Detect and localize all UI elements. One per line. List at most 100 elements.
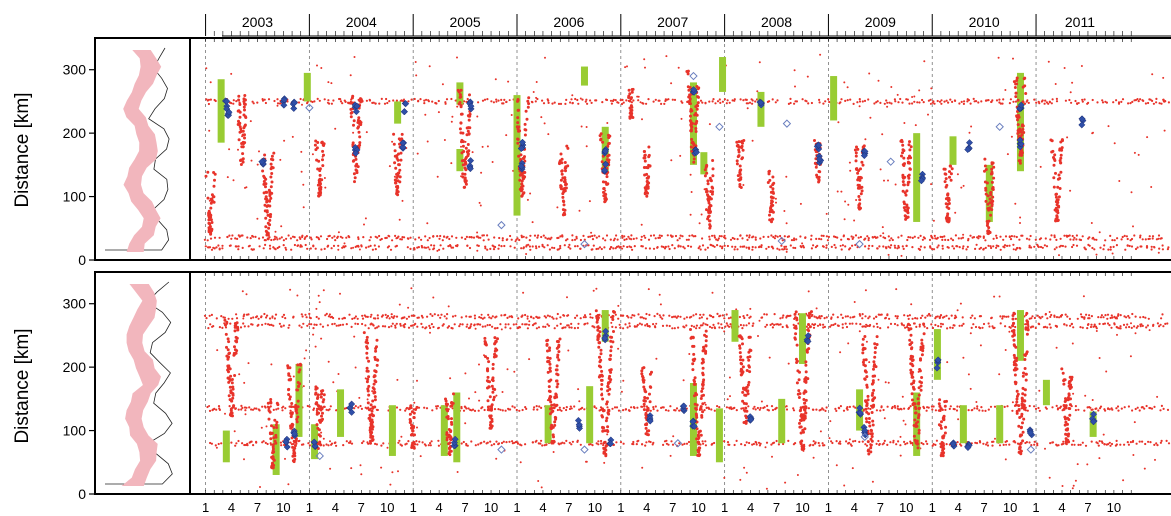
tremor-dot bbox=[1151, 408, 1153, 410]
tremor-dot bbox=[967, 238, 969, 240]
tremor-dot bbox=[548, 325, 550, 327]
year-label: 2011 bbox=[1065, 14, 1095, 30]
tremor-dot bbox=[933, 248, 935, 250]
tremor-dot bbox=[1153, 246, 1155, 248]
tremor-dot bbox=[367, 316, 369, 318]
tremor-dot bbox=[567, 314, 569, 316]
tremor-dot bbox=[890, 237, 892, 239]
tremor-dot bbox=[948, 219, 951, 222]
tremor-dot bbox=[844, 100, 846, 102]
tremor-dot bbox=[606, 158, 609, 161]
tremor-dot bbox=[845, 440, 847, 442]
tremor-dot bbox=[417, 100, 419, 102]
tremor-dot bbox=[846, 326, 848, 328]
tremor-dot bbox=[502, 409, 504, 411]
tremor-dot bbox=[601, 248, 603, 250]
tremor-dot bbox=[1060, 406, 1062, 408]
tremor-dot bbox=[239, 111, 242, 114]
tremor-dot bbox=[716, 405, 718, 407]
tremor-dot bbox=[466, 326, 468, 328]
tremor-dot bbox=[324, 177, 326, 179]
tremor-dot bbox=[969, 132, 971, 134]
tremor-dot bbox=[890, 244, 892, 246]
tremor-dot bbox=[701, 316, 703, 318]
tremor-dot bbox=[391, 239, 393, 241]
tremor-dot bbox=[840, 98, 842, 100]
tremor-dot bbox=[785, 246, 787, 248]
tremor-dot bbox=[561, 442, 563, 444]
tremor-dot bbox=[934, 235, 936, 237]
tremor-dot bbox=[1090, 324, 1092, 326]
tremor-dot bbox=[357, 236, 359, 238]
tremor-dot bbox=[275, 408, 277, 410]
tremor-dot bbox=[543, 246, 545, 248]
tremor-dot bbox=[851, 245, 853, 247]
tremor-dot bbox=[230, 244, 232, 246]
tremor-dot bbox=[991, 181, 994, 184]
tremor-dot bbox=[460, 146, 462, 148]
tremor-dot bbox=[337, 245, 339, 247]
tremor-dot bbox=[824, 410, 826, 412]
tremor-dot bbox=[878, 80, 880, 82]
tremor-dot bbox=[415, 61, 417, 63]
tremor-dot bbox=[593, 326, 595, 328]
tremor-dot bbox=[1056, 246, 1058, 248]
tremor-dot bbox=[462, 150, 465, 153]
tremor-dot bbox=[556, 318, 558, 320]
tremor-dot bbox=[302, 443, 304, 445]
tremor-dot bbox=[764, 406, 766, 408]
tremor-dot bbox=[481, 406, 483, 408]
tremor-dot bbox=[1095, 239, 1097, 241]
tremor-dot bbox=[466, 245, 468, 247]
tremor-dot bbox=[847, 409, 849, 411]
tremor-dot bbox=[847, 86, 849, 88]
tremor-dot bbox=[584, 314, 586, 316]
tremor-dot bbox=[314, 148, 317, 151]
tremor-dot bbox=[911, 246, 913, 248]
tremor-dot bbox=[694, 105, 697, 108]
tremor-dot bbox=[209, 323, 211, 325]
tremor-dot bbox=[970, 126, 972, 128]
tremor-dot bbox=[444, 139, 446, 141]
tremor-dot bbox=[351, 326, 353, 328]
tremor-dot bbox=[963, 103, 965, 105]
tremor-dot bbox=[433, 245, 435, 247]
upper-y-ticks: 0100200300 bbox=[63, 62, 95, 268]
tremor-dot bbox=[399, 219, 401, 221]
tremor-dot bbox=[738, 151, 741, 154]
tremor-dot bbox=[695, 130, 698, 133]
tremor-dot bbox=[495, 101, 497, 103]
tremor-dot bbox=[1080, 444, 1082, 446]
tremor-dot bbox=[628, 322, 630, 324]
tremor-dot bbox=[428, 325, 430, 327]
slow-slip-bar bbox=[700, 152, 707, 174]
tremor-dot bbox=[1057, 444, 1059, 446]
tremor-dot bbox=[301, 313, 303, 315]
tremor-dot bbox=[235, 407, 237, 409]
tremor-dot bbox=[892, 440, 894, 442]
tremor-dot bbox=[864, 100, 866, 102]
tremor-dot bbox=[679, 237, 681, 239]
tremor-dot bbox=[1016, 118, 1019, 121]
tremor-dot bbox=[365, 247, 367, 249]
tremor-dot bbox=[208, 103, 210, 105]
tremor-dot bbox=[1118, 180, 1120, 182]
tremor-dot bbox=[209, 315, 211, 317]
tremor-dot bbox=[821, 235, 823, 237]
tremor-dot bbox=[770, 191, 773, 194]
tremor-dot bbox=[687, 89, 690, 92]
tremor-dot bbox=[622, 327, 624, 329]
tremor-dot bbox=[260, 315, 262, 317]
tremor-dot bbox=[209, 207, 212, 210]
tremor-dot bbox=[325, 443, 327, 445]
tremor-dot bbox=[514, 247, 516, 249]
tremor-dot bbox=[911, 102, 913, 104]
tremor-dot bbox=[1006, 405, 1008, 407]
tremor-dot bbox=[907, 162, 910, 165]
tremor-dot bbox=[1109, 408, 1111, 410]
tremor-dot bbox=[916, 101, 918, 103]
tremor-dot bbox=[207, 222, 210, 225]
tremor-dot bbox=[606, 234, 608, 236]
tremor-dot bbox=[734, 444, 736, 446]
tremor-dot bbox=[414, 238, 416, 240]
